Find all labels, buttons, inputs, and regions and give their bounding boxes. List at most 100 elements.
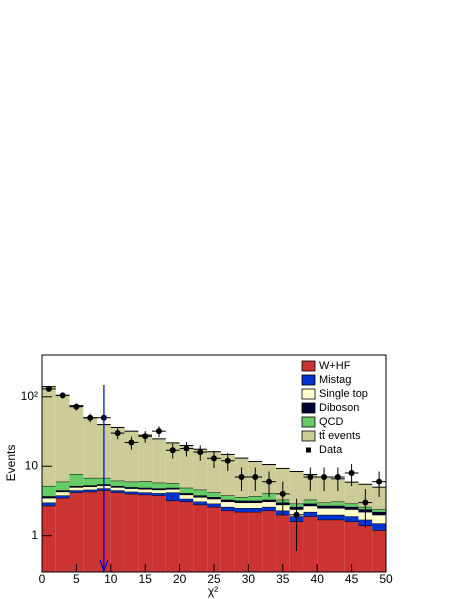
bar-segment	[55, 495, 70, 498]
bar-segment	[110, 480, 125, 486]
bar-segment	[248, 511, 263, 572]
bar-segment	[152, 493, 166, 496]
data-point	[45, 385, 52, 392]
legend-label: Diboson	[319, 402, 359, 414]
legend-label: tt̄ events	[319, 430, 361, 442]
bar-segment	[317, 508, 331, 515]
bar-segment	[344, 503, 359, 507]
bar-segment	[330, 519, 345, 572]
bar-segment	[110, 492, 125, 572]
data-point	[211, 455, 217, 462]
bar-segment	[69, 474, 84, 486]
bar-segment	[55, 491, 70, 496]
x-tick-label: 5	[73, 572, 80, 586]
data-point	[155, 428, 162, 435]
bar-segment	[165, 483, 180, 488]
bar-segment	[124, 491, 139, 494]
bar-segment	[83, 485, 98, 487]
legend-swatch	[301, 430, 316, 442]
bar-segment	[317, 502, 331, 506]
bar-segment	[207, 498, 221, 504]
bar-segment	[248, 502, 263, 509]
bar-segment	[193, 449, 208, 490]
bar-segment	[165, 492, 180, 501]
bar-segment	[220, 506, 235, 511]
x-tick-label: 30	[242, 572, 256, 586]
bar-segment	[55, 490, 70, 492]
bar-segment	[344, 506, 359, 510]
bar-segment	[179, 501, 194, 572]
bar-segment	[138, 487, 153, 490]
bar-segment	[138, 481, 153, 488]
y-tick-label: 1	[31, 528, 38, 542]
bar-segment	[152, 488, 166, 490]
bar-segment	[248, 508, 263, 512]
data-point	[59, 392, 66, 399]
bar-segment	[220, 495, 235, 500]
bar-segment	[165, 500, 180, 572]
data-point	[197, 449, 204, 456]
data-point	[73, 403, 80, 410]
x-tick-label: 25	[207, 572, 221, 586]
bar-segment	[220, 454, 235, 496]
bar-segment	[303, 511, 318, 517]
bar-segment	[248, 496, 263, 501]
bar-segment	[234, 497, 249, 501]
bar-segment	[207, 497, 221, 499]
bar-segment	[124, 488, 139, 492]
bar-segment	[220, 510, 235, 572]
x-tick-label: 0	[39, 572, 46, 586]
bar-segment	[83, 477, 98, 486]
bar-segment	[262, 501, 276, 507]
bar-segment	[69, 492, 84, 572]
bar-segment	[234, 508, 249, 512]
bar-segment	[110, 487, 125, 491]
bar-segment	[303, 503, 318, 506]
bar-segment	[207, 506, 221, 572]
x-tick-label: 35	[276, 572, 290, 586]
bar-segment	[152, 495, 166, 572]
bar-segment	[110, 490, 125, 493]
bar-segment	[372, 511, 386, 515]
bar-segment	[42, 496, 56, 498]
bar-segment	[83, 489, 98, 492]
bar-segment	[69, 490, 84, 493]
bar-segment	[262, 506, 276, 511]
bar-segment	[124, 493, 139, 572]
bar-segment	[234, 511, 249, 572]
bar-segment	[69, 485, 84, 488]
bar-segment	[83, 486, 98, 490]
bar-segment	[262, 499, 276, 502]
bar-segment	[179, 498, 194, 502]
x-tick-label: 40	[311, 572, 325, 586]
y-tick-label: 10	[25, 458, 39, 472]
data-point	[279, 490, 286, 497]
bar-segment	[55, 481, 70, 491]
data-point	[169, 447, 176, 454]
bar-segment	[193, 497, 208, 502]
x-tick-label: 20	[173, 572, 187, 586]
bar-segment	[110, 485, 125, 488]
bar-segment	[165, 442, 180, 484]
data-point	[307, 474, 314, 481]
bar-segment	[330, 501, 345, 506]
bar-segment	[344, 516, 359, 522]
bar-segment	[193, 489, 208, 496]
bar-segment	[234, 502, 249, 509]
data-point	[348, 469, 355, 476]
bar-segment	[152, 489, 166, 494]
bar-segment	[344, 482, 359, 504]
data-point	[142, 433, 149, 440]
bar-segment	[138, 494, 153, 572]
bar-segment	[234, 500, 249, 503]
bar-segment	[193, 504, 208, 572]
bar-segment	[165, 489, 180, 493]
bar-segment	[83, 491, 98, 572]
data-point	[362, 499, 369, 506]
bar-segment	[55, 395, 70, 482]
bar-segment	[179, 487, 194, 494]
bar-segment	[69, 487, 84, 491]
legend-label: Data	[319, 444, 343, 456]
bar-segment	[110, 427, 125, 481]
bar-segment	[152, 482, 166, 489]
